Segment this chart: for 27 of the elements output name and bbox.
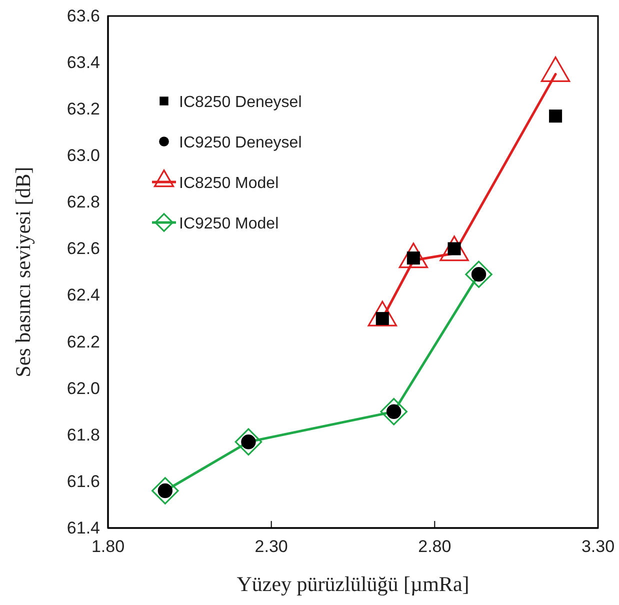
y-tick-label: 62.6 [66, 239, 100, 258]
y-tick-label: 63.4 [66, 52, 100, 72]
legend-label: IC8250 Deneysel [179, 94, 302, 111]
y-axis-title: Ses basıncı seviyesi [dB] [11, 166, 35, 378]
point [152, 477, 179, 504]
x-tick-label: 3.30 [581, 537, 615, 556]
legend-label: IC9250 Model [179, 216, 279, 232]
y-tick-label: 61.8 [66, 425, 100, 444]
point [465, 260, 492, 288]
y-tick-label: 61.6 [66, 472, 100, 491]
point [234, 428, 262, 456]
y-tick-label: 62.2 [66, 332, 100, 352]
y-tick-label: 63.6 [66, 6, 100, 26]
y-tick-label: 62.0 [66, 378, 100, 398]
y-tick-label: 63.2 [66, 100, 100, 119]
point [549, 110, 562, 123]
legend-label: IC9250 Deneysel [179, 134, 302, 152]
y-tick-label: 61.4 [66, 518, 100, 538]
y-tick-label: 62.8 [66, 192, 100, 212]
point [380, 398, 408, 426]
x-tick-label: 1.80 [91, 537, 125, 556]
x-tick-label: 2.30 [254, 537, 288, 556]
legend-label: IC8250 Model [179, 175, 279, 192]
x-tick-label: 2.80 [418, 537, 452, 556]
x-axis-title: Yüzey pürüzlülüğü [µmRa] [236, 572, 470, 596]
y-tick-label: 63.0 [66, 146, 100, 166]
y-tick-label: 62.4 [66, 286, 100, 305]
